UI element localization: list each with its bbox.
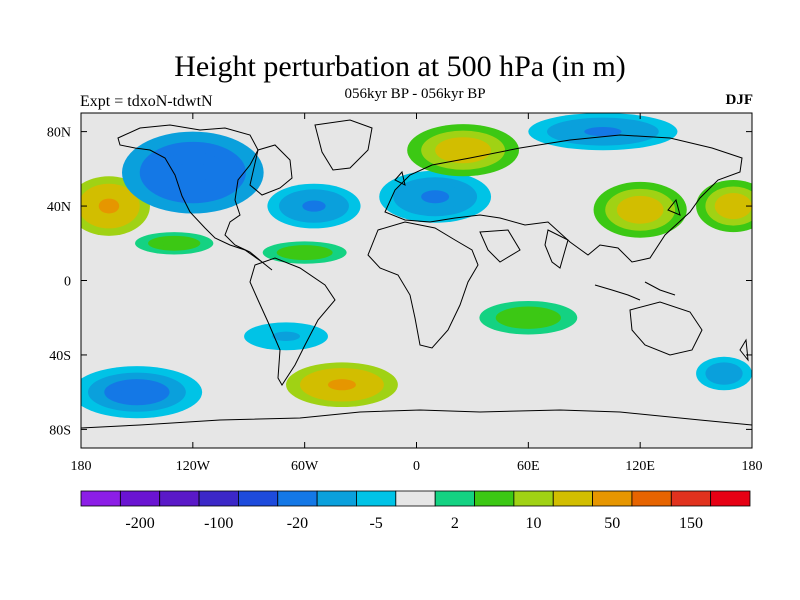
colorbar-swatch bbox=[592, 490, 633, 507]
colorbar-swatch bbox=[710, 490, 751, 507]
lon-tick-label: 120E bbox=[625, 459, 655, 474]
contour-band bbox=[98, 198, 120, 214]
contour-field bbox=[81, 113, 752, 419]
colorbar-swatch bbox=[238, 490, 279, 507]
contour-band bbox=[272, 331, 301, 341]
lon-tick-label: 0 bbox=[413, 459, 420, 474]
contour-band bbox=[421, 190, 450, 204]
anomaly-blob bbox=[248, 237, 361, 268]
colorbar-swatch bbox=[670, 490, 712, 507]
coastlines bbox=[81, 119, 752, 429]
colorbar-label: -20 bbox=[287, 515, 308, 532]
contour-band bbox=[290, 248, 319, 257]
lon-tick-label: 180 bbox=[71, 459, 92, 474]
chart-subtitle: 056kyr BP - 056kyr BP bbox=[344, 86, 486, 102]
anomaly-blob bbox=[122, 131, 264, 214]
colorbar-swatch bbox=[395, 490, 436, 507]
colorbar-swatch bbox=[434, 490, 475, 507]
lat-tick-label: 80N bbox=[47, 126, 71, 141]
contour-band bbox=[724, 199, 743, 213]
season-label: DJF bbox=[725, 92, 754, 108]
colorbar-swatch bbox=[80, 490, 121, 507]
longitude-labels: 180 120W 60W 0 60E 120E 180 bbox=[71, 459, 763, 474]
contour-band bbox=[714, 367, 734, 380]
colorbar-label: 50 bbox=[604, 515, 620, 532]
colorbar-swatch bbox=[474, 490, 515, 507]
colorbar-label: 10 bbox=[526, 515, 542, 532]
contour-band bbox=[327, 379, 356, 391]
colorbar-swatch bbox=[159, 490, 200, 507]
colorbar-swatch bbox=[356, 490, 397, 507]
anomaly-blob bbox=[686, 351, 752, 396]
colorbar-swatch bbox=[513, 490, 554, 507]
anomaly-blob bbox=[230, 317, 342, 355]
contour-band bbox=[120, 385, 154, 399]
contour-band bbox=[302, 200, 326, 212]
anomaly-blob bbox=[81, 366, 203, 419]
colorbar-swatch bbox=[119, 490, 161, 507]
anomaly-blob bbox=[407, 124, 520, 177]
lat-tick-label: 40N bbox=[47, 200, 71, 215]
anomaly-blob bbox=[528, 113, 678, 151]
colorbar-swatch bbox=[316, 490, 357, 507]
colorbar bbox=[80, 490, 751, 507]
lon-tick-label: 60E bbox=[517, 459, 540, 474]
colorbar-swatch bbox=[552, 490, 593, 507]
colorbar-label: 150 bbox=[679, 515, 703, 532]
anomaly-blob bbox=[122, 228, 227, 259]
axis-ticks bbox=[80, 113, 753, 448]
contour-band bbox=[584, 126, 622, 137]
lat-tick-label: 80S bbox=[49, 423, 71, 438]
experiment-label: Expt = tdxoN-tdwtN bbox=[80, 93, 213, 110]
lon-tick-label: 180 bbox=[742, 459, 763, 474]
colorbar-label: 2 bbox=[451, 515, 459, 532]
contour-band bbox=[161, 239, 188, 247]
anomaly-blob bbox=[379, 170, 492, 223]
lon-tick-label: 120W bbox=[176, 459, 211, 474]
anomaly-blob bbox=[463, 295, 594, 341]
chart-title: Height perturbation at 500 hPa (in m) bbox=[174, 50, 626, 83]
contour-band bbox=[449, 143, 478, 157]
colorbar-labels: -200 -100 -20 -5 2 10 50 150 bbox=[125, 515, 703, 532]
colorbar-swatch bbox=[277, 490, 318, 507]
lat-tick-label: 0 bbox=[64, 275, 71, 290]
colorbar-swatch bbox=[631, 490, 672, 507]
colorbar-label: -200 bbox=[125, 515, 154, 532]
latitude-labels: 80N 40N 0 40S 80S bbox=[47, 126, 71, 439]
colorbar-label: -5 bbox=[369, 515, 382, 532]
anomaly-blob bbox=[696, 180, 752, 233]
anomaly-blob bbox=[593, 181, 687, 238]
colorbar-swatch bbox=[198, 490, 239, 507]
lat-tick-label: 40S bbox=[49, 349, 71, 364]
lon-tick-label: 60W bbox=[291, 459, 319, 474]
contour-band bbox=[628, 202, 652, 217]
contour-band bbox=[175, 162, 211, 183]
anomaly-blob bbox=[267, 183, 361, 229]
anomaly-blob bbox=[286, 362, 398, 408]
contour-band bbox=[512, 312, 545, 324]
colorbar-label: -100 bbox=[204, 515, 233, 532]
